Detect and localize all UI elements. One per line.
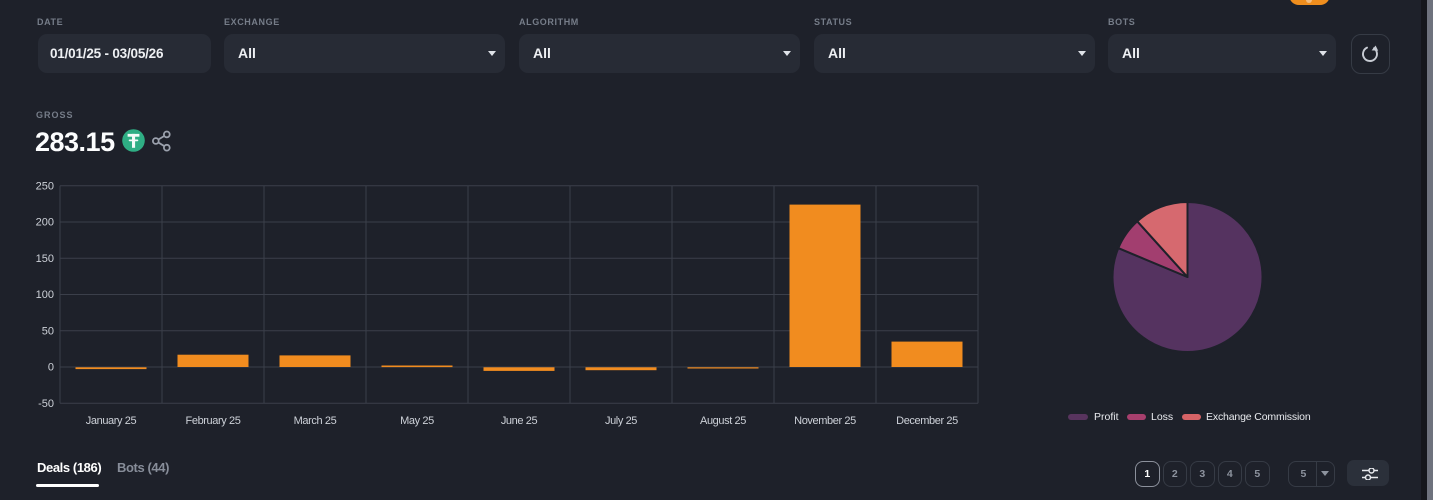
svg-text:50: 50: [42, 326, 54, 338]
svg-text:150: 150: [36, 253, 54, 265]
svg-text:0: 0: [48, 362, 54, 374]
svg-text:June 25: June 25: [501, 415, 538, 427]
svg-text:-50: -50: [38, 398, 54, 410]
svg-text:November 25: November 25: [794, 415, 856, 427]
svg-text:July 25: July 25: [605, 415, 637, 427]
svg-text:February 25: February 25: [186, 415, 241, 427]
svg-text:200: 200: [36, 217, 54, 229]
svg-text:May 25: May 25: [400, 415, 434, 427]
svg-text:250: 250: [36, 181, 54, 193]
svg-text:December 25: December 25: [896, 415, 958, 427]
svg-text:100: 100: [36, 289, 54, 301]
svg-text:January 25: January 25: [86, 415, 137, 427]
svg-text:March 25: March 25: [294, 415, 337, 427]
svg-text:August 25: August 25: [700, 415, 746, 427]
